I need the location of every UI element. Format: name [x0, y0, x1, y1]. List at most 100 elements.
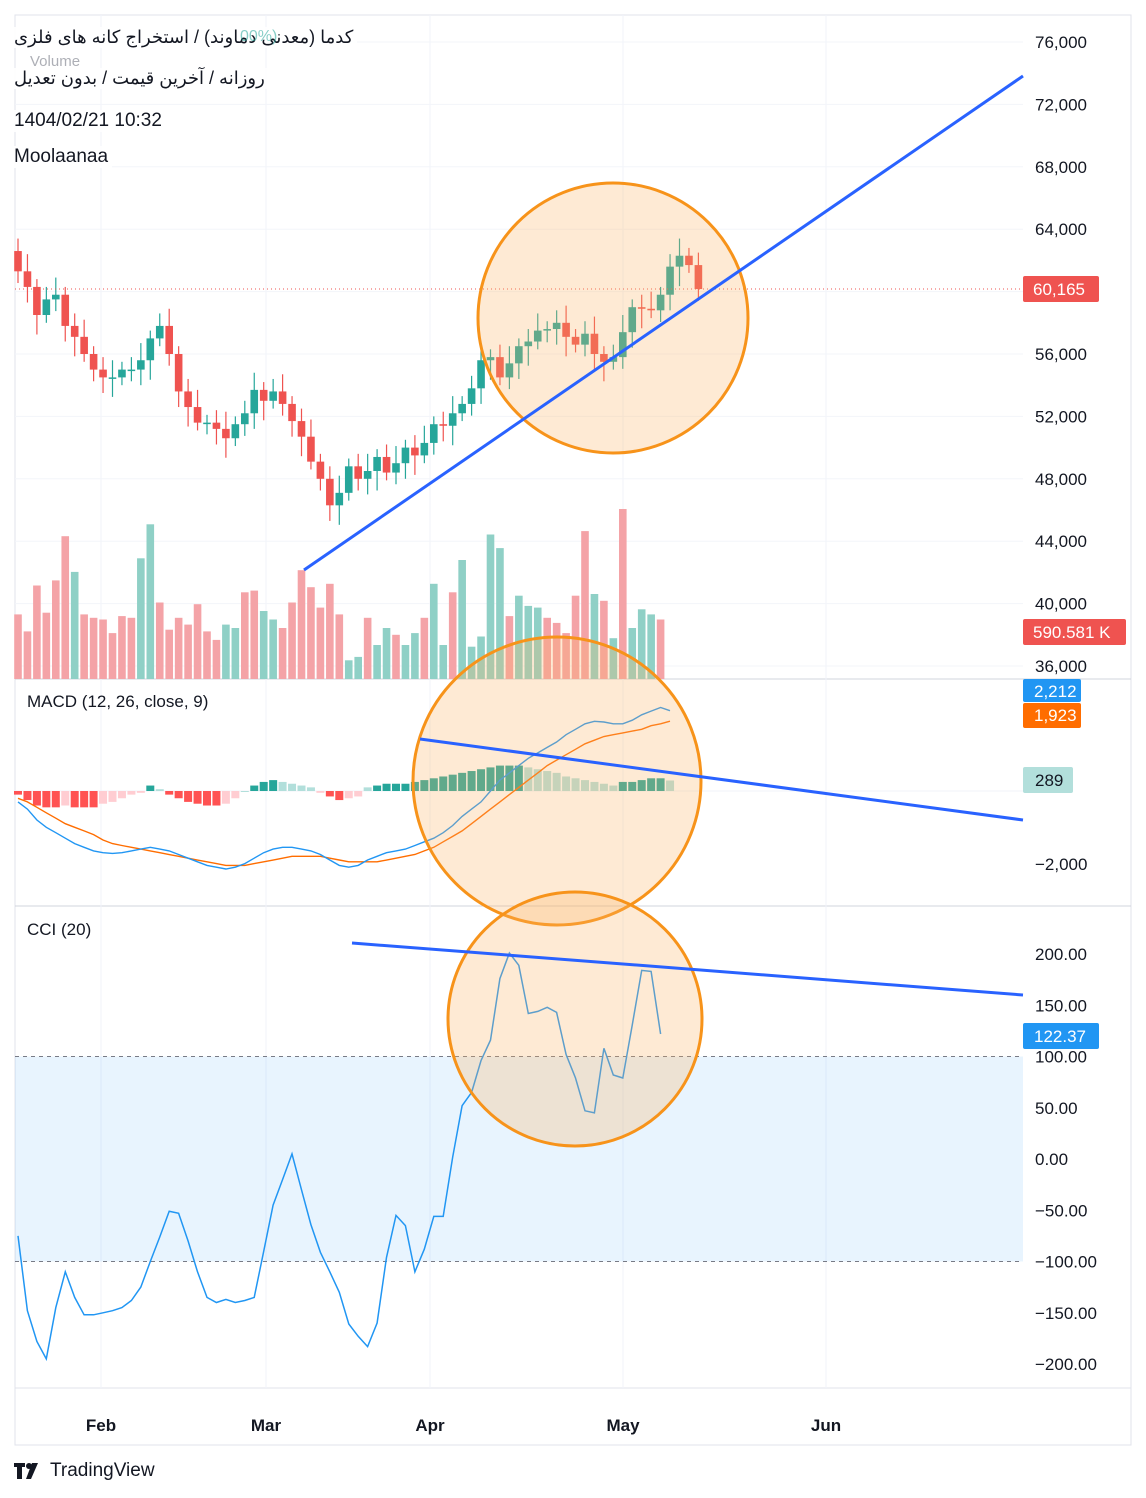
volume-bar [515, 595, 523, 679]
macd-histogram-bar [89, 791, 98, 808]
candle-body [524, 341, 533, 347]
candle-body [505, 363, 514, 378]
cci-label[interactable]: CCI (20) [27, 920, 92, 939]
macd-histogram-bar [562, 776, 571, 791]
macd-histogram-bar [51, 791, 60, 808]
tradingview-logo-icon [14, 1461, 44, 1481]
candle-body [146, 338, 155, 361]
macd-histogram-bar [23, 791, 32, 801]
volume-bar [363, 617, 372, 679]
candle-body [552, 322, 561, 330]
macd-histogram-bar [543, 771, 552, 791]
volume-bar [354, 656, 362, 679]
candle-body [420, 442, 429, 456]
volume-bar [52, 580, 60, 679]
candle-body [600, 354, 608, 362]
cci-tick-label: 100.00 [1035, 1048, 1087, 1067]
macd-histogram-bar [429, 778, 438, 791]
macd-histogram-bar [514, 765, 523, 791]
candle-body [571, 336, 580, 345]
tradingview-footer[interactable]: TradingView [14, 1460, 155, 1482]
candle-body [23, 271, 32, 287]
volume-bar [184, 624, 192, 679]
candle-body [174, 354, 183, 392]
macd-histogram-bar [146, 785, 155, 791]
candle-body [609, 357, 618, 362]
candle-body [411, 447, 419, 456]
volume-bar [411, 633, 419, 679]
candle-body [363, 471, 372, 479]
macd-histogram-bar [373, 785, 382, 791]
volume-bar [99, 619, 107, 679]
macd-histogram-bar [231, 791, 240, 799]
volume-bar [61, 536, 70, 679]
cci-tick-label: 0.00 [1035, 1150, 1068, 1169]
candle-body [42, 299, 51, 315]
candle-body [184, 391, 192, 408]
macd-histogram-bar [42, 791, 51, 808]
cci-tick-label: −200.00 [1035, 1355, 1097, 1374]
price-tick-label: 48,000 [1035, 470, 1087, 489]
cci-highlight-circle [446, 890, 704, 1148]
macd-histogram-bar [495, 765, 504, 791]
candle-body [165, 325, 173, 354]
signal-value-label: 1,923 [1034, 706, 1077, 725]
macd-histogram-bar [637, 780, 646, 791]
macd-histogram-bar [203, 791, 211, 806]
candle-body [193, 407, 202, 423]
price-change-fragment: 00%) [240, 28, 278, 45]
volume-bar [344, 660, 353, 679]
volume-bar [307, 587, 315, 679]
macd-histogram-bar [439, 776, 448, 791]
macd-histogram-bar [250, 785, 259, 791]
volume-bar [609, 638, 618, 679]
candle-body [637, 307, 646, 309]
macd-histogram-bar [117, 791, 126, 799]
volume-bar [316, 607, 325, 679]
candle-body [307, 436, 315, 462]
candle-body [515, 346, 523, 364]
macd-histogram-bar [628, 781, 637, 791]
candle-body [467, 388, 476, 404]
candle-body [231, 424, 240, 439]
macd-trendline [419, 737, 1024, 822]
volume-bar [430, 583, 438, 679]
macd-histogram-bar [212, 791, 221, 806]
macd-histogram-bar [477, 769, 486, 791]
macd-histogram-bar [599, 783, 608, 791]
macd-histogram-bar [410, 781, 419, 791]
candle-body [533, 330, 542, 342]
macd-histogram-bar [581, 780, 589, 791]
candle-body [496, 357, 504, 378]
candle-body [373, 456, 381, 471]
macd-histogram-bar [618, 781, 627, 791]
macd-histogram-bar [552, 772, 561, 791]
candle-body [590, 333, 599, 354]
macd-histogram-bar [80, 791, 89, 808]
cci-tick-label: −50.00 [1035, 1201, 1087, 1220]
volume-bar [127, 617, 136, 679]
candle-body [382, 456, 391, 473]
volume-bar [212, 639, 221, 679]
volume-bar [42, 612, 51, 679]
time-tick-label: Mar [251, 1416, 282, 1435]
macd-histogram-bar [609, 785, 618, 791]
candle-body [694, 265, 703, 290]
volume-bar [448, 592, 457, 679]
cci-value-label: 122.37 [1034, 1027, 1086, 1046]
candle-body [666, 266, 674, 295]
price-highlight-circle [476, 181, 750, 455]
volume-bar [382, 628, 391, 679]
candle-body [562, 322, 570, 337]
candle-body [137, 360, 145, 370]
macd-label[interactable]: MACD (12, 26, close, 9) [27, 692, 209, 711]
macd-histogram-bar [288, 783, 297, 791]
candle-body [619, 332, 627, 358]
candle-body [70, 325, 79, 337]
volume-bar [222, 624, 230, 679]
candle-body [250, 389, 259, 414]
candle-body [326, 478, 334, 506]
volume-bar [193, 604, 202, 679]
volume-bar [108, 633, 117, 679]
macd-histogram-bar [259, 781, 268, 791]
